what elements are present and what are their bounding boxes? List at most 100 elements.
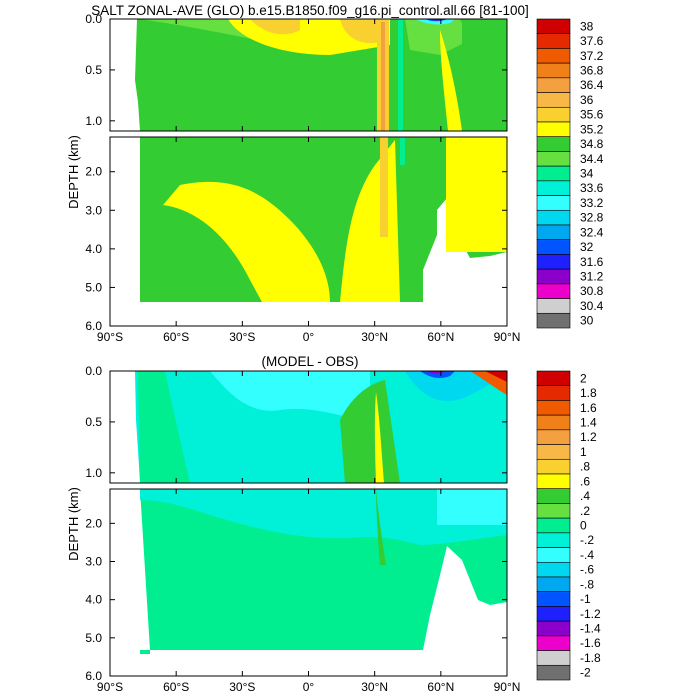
- colorbars: 3837.637.236.836.43635.635.234.834.43433…: [536, 18, 604, 681]
- y-tick-label: 6.0: [85, 319, 102, 333]
- colorbar-label: -.8: [580, 577, 594, 591]
- colorbar-swatch: [536, 283, 571, 299]
- colorbar-label: -.6: [580, 563, 594, 577]
- colorbar-swatch: [536, 414, 571, 431]
- colorbar-label: .6: [580, 474, 590, 488]
- x-tick-label: 90°S: [97, 330, 123, 344]
- colorbar-swatch: [536, 620, 571, 637]
- colorbar-label: 34: [580, 167, 594, 181]
- colorbar-label: 32.8: [580, 211, 604, 225]
- colorbar-swatch: [536, 635, 571, 651]
- x-tick-label: 60°S: [163, 330, 189, 344]
- salt-upper-outflow-core: [381, 22, 385, 131]
- colorbar-label: 36.8: [580, 64, 604, 78]
- colorbar-label: 36: [580, 93, 594, 107]
- colorbar-swatch: [536, 532, 571, 548]
- y-tick-label: 4.0: [85, 593, 102, 607]
- diff-upper-south-band: [138, 371, 190, 483]
- salt-upper-field: [110, 19, 507, 131]
- salinity-panel: SALT ZONAL-AVE (GLO) b.e15.B1850.f09_g16…: [91, 3, 529, 326]
- colorbar-swatch: [536, 121, 571, 138]
- colorbar-swatch: [536, 385, 571, 401]
- x-tick-label: 30°S: [229, 330, 255, 344]
- colorbar-swatch: [536, 33, 571, 49]
- colorbar-swatch: [536, 106, 571, 123]
- colorbar-label: -2: [580, 666, 591, 680]
- diff-upper-base: [135, 371, 507, 483]
- colorbar-label: -1.4: [580, 622, 601, 636]
- colorbar-swatch: [536, 312, 571, 329]
- colorbar-swatch: [536, 180, 571, 196]
- salt-lower-outflow: [380, 137, 388, 237]
- panel-title-salt: SALT ZONAL-AVE (GLO) b.e15.B1850.f09_g16…: [91, 3, 529, 18]
- colorbar-swatch: [536, 62, 571, 79]
- colorbar-label: 1.2: [580, 430, 597, 444]
- colorbar-swatch: [536, 224, 571, 241]
- salt-upper-north-band: [405, 19, 470, 55]
- colorbar-label: 1.6: [580, 401, 597, 415]
- colorbar-label: 1.8: [580, 386, 597, 400]
- colorbar-label: .4: [580, 489, 590, 503]
- colorbar-label: 31.2: [580, 270, 604, 284]
- colorbar-swatch: [536, 136, 571, 152]
- x-tick-label: 60°N: [427, 680, 454, 694]
- colorbar-label: 30.8: [580, 284, 604, 298]
- colorbar-label: .2: [580, 504, 590, 518]
- colorbar-label: 31.6: [580, 255, 604, 269]
- y-tick-label: 0.5: [85, 415, 102, 429]
- salt-upper-norwegian: [440, 30, 462, 131]
- salt-upper-max-n: [340, 19, 388, 44]
- colorbar-label: 38: [580, 19, 594, 33]
- diff-upper-salty-anom: [340, 380, 400, 483]
- colorbar-label: 37.6: [580, 34, 604, 48]
- y-tick-label: 3.0: [85, 555, 102, 569]
- colorbar-swatch: [536, 254, 571, 270]
- x-tick-label: 90°N: [494, 680, 521, 694]
- x-tick-label: 90°N: [494, 330, 521, 344]
- diff-lower-outflow-anom: [376, 489, 386, 565]
- colorbar-label: 2: [580, 371, 587, 385]
- colorbar-swatch: [536, 239, 571, 255]
- colorbar-label: 34.4: [580, 152, 604, 166]
- diff-lower-fresh-layer: [140, 489, 507, 545]
- y-tick-label: 0.0: [85, 364, 102, 378]
- y-tick-label: 4.0: [85, 242, 102, 256]
- colorbar-swatch: [536, 92, 571, 108]
- diff-upper-fresh-anom: [210, 371, 370, 420]
- diff-upper-north-fresh: [405, 371, 507, 402]
- colorbar-swatch: [536, 576, 571, 593]
- colorbar-label: -1: [580, 592, 591, 606]
- colorbar-label: .8: [580, 460, 590, 474]
- colorbar-swatch: [536, 298, 571, 314]
- diff-upper-field: [110, 371, 507, 483]
- colorbar-swatch: [536, 517, 571, 534]
- salt-upper-arctic-1: [415, 19, 455, 25]
- colorbar-label: 32.4: [580, 225, 604, 239]
- x-tick-label: 30°N: [361, 680, 388, 694]
- ylabel-bottom: DEPTH (km): [66, 487, 81, 561]
- panel-title-diff: (MODEL - OBS): [261, 354, 358, 369]
- y-tick-label: 0.0: [85, 12, 102, 26]
- salt-upper-fresh-strip: [398, 19, 403, 131]
- colorbar-label: 35.6: [580, 108, 604, 122]
- colorbar-swatch: [536, 606, 571, 622]
- y-tick-label: 2.0: [85, 165, 102, 179]
- colorbar-swatch: [536, 48, 571, 64]
- colorbar-label: 37.2: [580, 49, 604, 63]
- colorbar-swatch: [536, 268, 571, 285]
- salt-lower-field: [110, 137, 507, 326]
- y-tick-label: 0.5: [85, 63, 102, 77]
- colorbar-swatch: [536, 195, 571, 211]
- colorbar-swatch: [536, 503, 571, 519]
- y-tick-label: 1.0: [85, 466, 102, 480]
- colorbar-swatch: [536, 488, 571, 504]
- colorbar-swatch: [536, 591, 571, 607]
- y-tick-label: 2.0: [85, 516, 102, 530]
- x-tick-label: 60°N: [427, 330, 454, 344]
- colorbar-label: 35.2: [580, 122, 604, 136]
- y-tick-label: 5.0: [85, 631, 102, 645]
- salt-lower-north-deep: [446, 137, 507, 252]
- colorbar-label: 33.2: [580, 196, 604, 210]
- colorbar-swatch: [536, 547, 571, 563]
